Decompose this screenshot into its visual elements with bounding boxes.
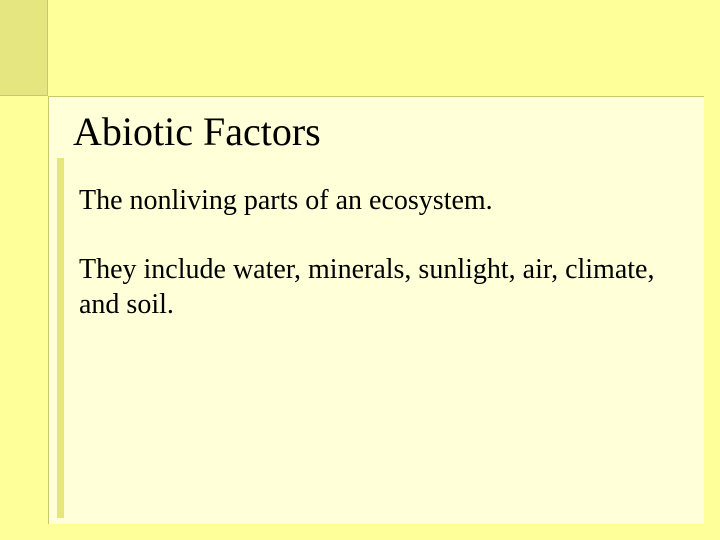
body-paragraph-1: The nonliving parts of an ecosystem. bbox=[73, 183, 680, 218]
corner-accent-block bbox=[0, 0, 48, 96]
slide-title: Abiotic Factors bbox=[73, 109, 680, 155]
content-panel: Abiotic Factors The nonliving parts of a… bbox=[48, 96, 704, 524]
body-paragraph-2: They include water, minerals, sunlight, … bbox=[73, 252, 680, 322]
slide-frame: Abiotic Factors The nonliving parts of a… bbox=[0, 0, 720, 540]
vertical-accent-bar bbox=[57, 158, 64, 518]
